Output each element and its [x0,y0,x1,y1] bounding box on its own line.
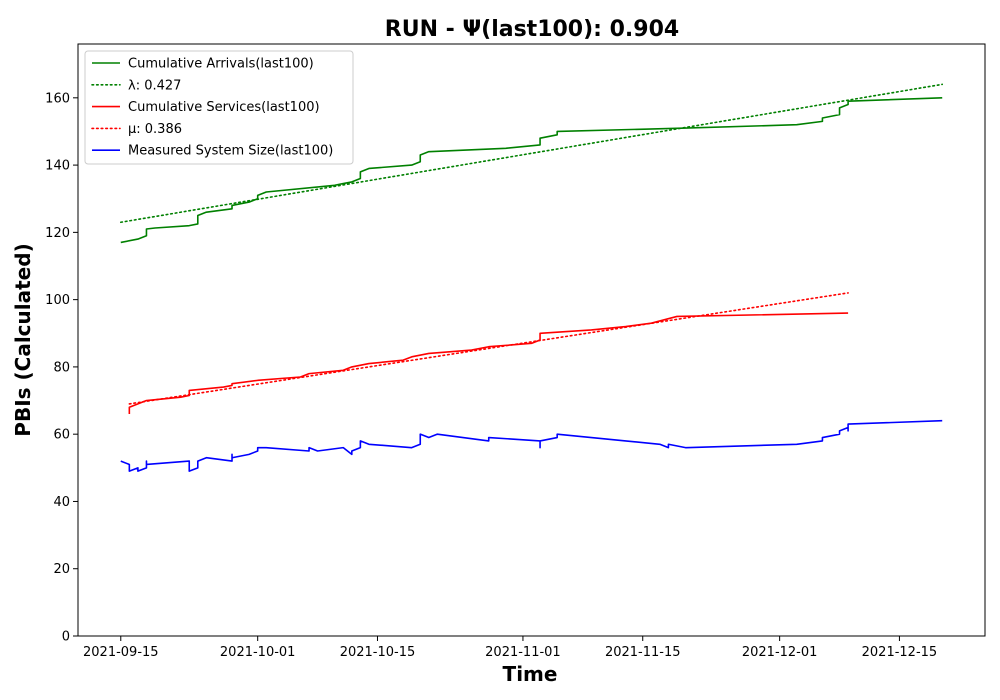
x-tick-label: 2021-11-01 [485,645,561,660]
y-tick-label: 160 [45,91,70,106]
x-tick-label: 2021-10-15 [340,645,416,660]
series-line-4 [120,419,943,472]
series-line-2 [128,312,849,414]
y-tick-label: 140 [45,159,70,174]
series-line-1 [119,83,944,224]
x-tick-label: 2021-10-01 [220,645,296,660]
plot-frame [77,43,986,637]
series-line-3 [128,292,849,405]
legend-label: Measured System Size(last100) [128,144,333,159]
legend-label: Cumulative Services(last100) [128,100,320,115]
x-tick-label: 2021-12-15 [862,645,938,660]
legend-label: λ: 0.427 [128,78,181,93]
series-layer [119,83,944,472]
y-tick-label: 80 [53,360,70,375]
x-tick-label: 2021-12-01 [742,645,818,660]
legend-label: μ: 0.386 [128,122,182,137]
x-axis: 2021-09-15 2021-10-01 2021-10-15 2021-11-01… [83,636,937,660]
chart-title: RUN - Ψ(last100): 0.904 [385,17,679,42]
x-axis-label: Time [503,662,558,686]
y-tick-label: 40 [53,495,70,510]
y-tick-label: 100 [45,293,70,308]
y-tick-label: 120 [45,226,70,241]
series-line-0 [120,97,943,244]
x-tick-label: 2021-09-15 [83,645,159,660]
y-axis: 0 20 40 60 80 100 120 140 160 [45,91,78,645]
y-tick-label: 0 [62,630,70,645]
y-tick-label: 20 [53,562,70,577]
x-tick-label: 2021-11-15 [605,645,681,660]
y-axis-label: PBIs (Calculated) [11,243,35,436]
y-tick-label: 60 [53,428,70,443]
legend: Cumulative Arrivals(last100) λ: 0.427 Cumu… [84,50,354,165]
legend-box [84,50,354,165]
legend-label: Cumulative Arrivals(last100) [128,57,314,72]
